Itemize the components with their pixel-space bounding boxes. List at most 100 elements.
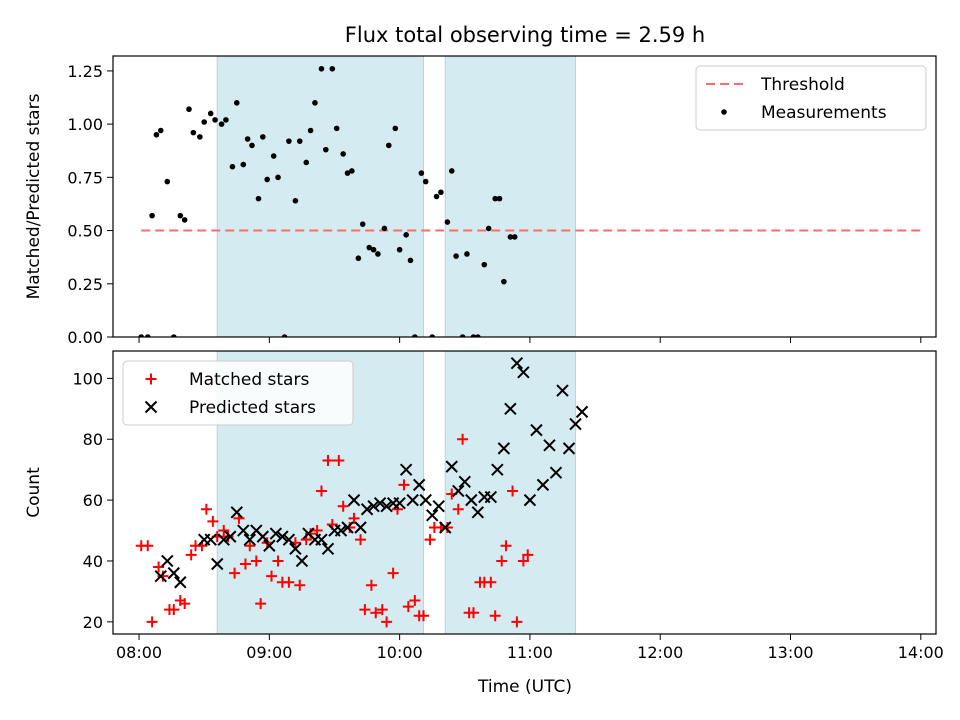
measurement-point xyxy=(323,146,329,153)
measurement-point xyxy=(207,110,214,117)
measurement-point xyxy=(366,244,373,251)
measurement-point xyxy=(318,65,325,72)
predicted-star-point xyxy=(445,460,458,473)
predicted-star-point xyxy=(439,521,452,534)
measurement-point xyxy=(349,168,355,174)
predicted-star-point xyxy=(465,493,478,507)
matched-star-point xyxy=(337,500,349,512)
predicted-star-point xyxy=(174,576,187,589)
y-tick-label: 0.75 xyxy=(67,168,103,187)
measurement-point xyxy=(485,225,492,232)
predicted-star-point xyxy=(523,493,537,507)
predicted-star-point xyxy=(256,530,270,543)
measurement-point xyxy=(507,234,514,240)
measurement-point xyxy=(329,65,336,72)
predicted-star-point xyxy=(412,478,426,492)
y-tick-label: 60 xyxy=(83,491,103,510)
predicted-star-point xyxy=(458,475,471,489)
matched-star-point xyxy=(294,579,306,591)
y-tick-label: 0.50 xyxy=(67,222,103,241)
matched-star-point xyxy=(489,610,501,622)
axes-frame xyxy=(112,350,937,635)
measurement-point xyxy=(307,127,314,134)
measurement-point xyxy=(370,246,377,253)
predicted-star-point xyxy=(510,356,524,370)
predicted-star-point xyxy=(341,521,354,534)
matched-star-point xyxy=(218,525,230,537)
matched-star-point xyxy=(168,604,180,616)
predicted-star-point xyxy=(452,484,465,498)
measurement-point xyxy=(333,125,340,132)
predicted-star-point xyxy=(167,566,181,580)
matched-star-point xyxy=(266,570,278,582)
predicted-star-point xyxy=(334,524,348,537)
measurement-point xyxy=(186,106,192,113)
measurement-point xyxy=(181,217,188,223)
predicted-star-point xyxy=(543,439,556,452)
predicted-star-point xyxy=(517,366,530,379)
measurement-point xyxy=(355,255,362,262)
legend-label: Predicted stars xyxy=(189,398,316,418)
x-tick-label: 10:00 xyxy=(377,643,423,662)
measurement-point xyxy=(422,178,429,185)
matched-star-point xyxy=(387,567,399,579)
predicted-star-point xyxy=(556,384,569,397)
plot-area xyxy=(138,56,921,337)
predicted-star-point xyxy=(491,463,504,476)
matched-star-point xyxy=(250,555,262,567)
measurement-point xyxy=(403,232,409,238)
measurement-point xyxy=(286,138,292,144)
measurement-point xyxy=(260,134,266,140)
measurement-point xyxy=(381,225,388,232)
x-tick-label: 13:00 xyxy=(767,643,813,662)
predicted-star-point xyxy=(263,539,276,552)
matched-star-point xyxy=(418,610,430,622)
predicted-star-point xyxy=(549,466,563,479)
measurement-point xyxy=(492,195,498,202)
measurement-point xyxy=(407,257,414,264)
measurement-point xyxy=(444,219,451,225)
matched-star-point xyxy=(376,604,388,616)
x-tick-label: 08:00 xyxy=(116,643,162,662)
matched-star-point xyxy=(402,601,414,613)
measurement-point xyxy=(385,142,392,149)
measurement-point xyxy=(429,334,436,337)
chart-title: Flux total observing time = 2.59 h xyxy=(345,23,705,47)
measurement-point xyxy=(144,334,151,337)
predicted-star-point xyxy=(562,442,576,455)
measurement-point xyxy=(264,176,270,183)
predicted-star-point xyxy=(230,506,243,519)
matched-star-point xyxy=(348,512,360,524)
matched-star-point xyxy=(315,485,327,497)
measurement-point xyxy=(270,153,277,159)
matched-star-point xyxy=(511,616,523,628)
matched-star-point xyxy=(333,455,345,467)
y-axis-label: Count xyxy=(24,467,44,518)
measurement-point xyxy=(201,119,208,125)
matched-star-point xyxy=(157,570,169,582)
measurement-point xyxy=(475,334,481,337)
predicted-star-point xyxy=(575,405,589,419)
matched-star-point xyxy=(283,576,295,588)
predicted-star-point xyxy=(354,521,367,534)
matched-star-point xyxy=(200,503,212,515)
measurement-point xyxy=(240,161,247,168)
measurement-point xyxy=(344,170,351,176)
measurement-point xyxy=(153,131,160,138)
matched-star-point xyxy=(239,558,251,570)
predicted-star-point xyxy=(295,554,309,568)
measurement-point xyxy=(255,195,262,202)
predicted-star-point xyxy=(419,493,432,507)
measurement-point xyxy=(164,178,171,185)
legend-marker xyxy=(144,400,158,414)
matched-star-point xyxy=(344,521,356,533)
measurement-point xyxy=(511,234,518,240)
predicted-star-point xyxy=(530,423,543,437)
predicted-star-point xyxy=(154,569,167,583)
measurement-point xyxy=(412,334,418,337)
predicted-star-point xyxy=(373,496,387,510)
legend-label: Measurements xyxy=(761,103,887,123)
axes-frame xyxy=(112,55,937,338)
measurement-point xyxy=(190,129,197,136)
matched-star-point xyxy=(146,616,158,628)
